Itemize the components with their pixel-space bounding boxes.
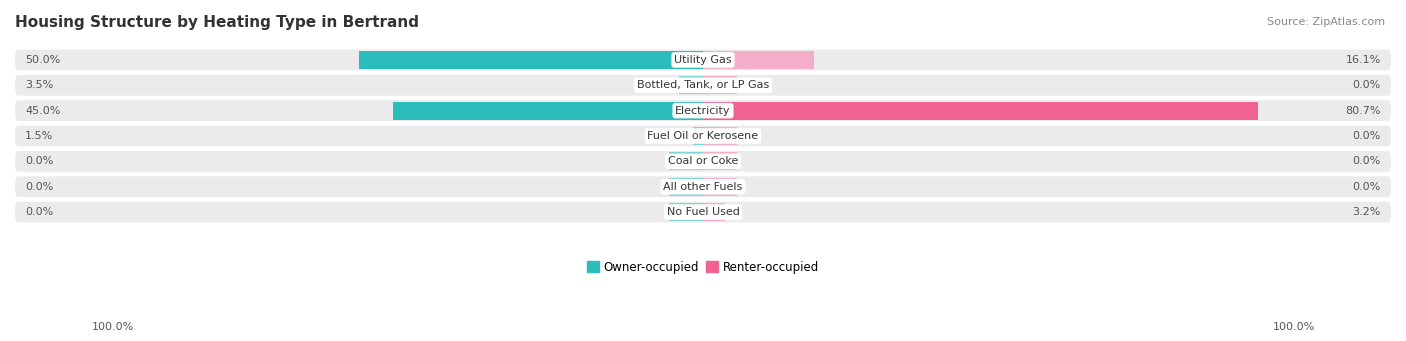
Bar xyxy=(703,152,737,170)
Text: 0.0%: 0.0% xyxy=(25,207,53,217)
Bar xyxy=(394,102,703,120)
Bar xyxy=(703,178,737,196)
FancyBboxPatch shape xyxy=(15,125,1391,146)
Bar xyxy=(693,127,703,145)
FancyBboxPatch shape xyxy=(15,202,1391,222)
Text: 100.0%: 100.0% xyxy=(91,322,134,332)
FancyBboxPatch shape xyxy=(15,100,1391,121)
Text: 1.5%: 1.5% xyxy=(25,131,53,141)
Text: 80.7%: 80.7% xyxy=(1346,106,1381,116)
Bar xyxy=(703,102,1258,120)
Text: 0.0%: 0.0% xyxy=(1353,182,1381,192)
Text: 0.0%: 0.0% xyxy=(25,182,53,192)
Text: 50.0%: 50.0% xyxy=(25,55,60,65)
Text: Fuel Oil or Kerosene: Fuel Oil or Kerosene xyxy=(647,131,759,141)
Bar xyxy=(703,76,737,94)
FancyBboxPatch shape xyxy=(15,151,1391,172)
FancyBboxPatch shape xyxy=(15,49,1391,70)
Bar xyxy=(359,51,703,69)
Text: 0.0%: 0.0% xyxy=(1353,157,1381,166)
Text: 16.1%: 16.1% xyxy=(1346,55,1381,65)
Bar xyxy=(679,76,703,94)
Bar xyxy=(669,178,703,196)
Text: Housing Structure by Heating Type in Bertrand: Housing Structure by Heating Type in Ber… xyxy=(15,15,419,30)
Text: No Fuel Used: No Fuel Used xyxy=(666,207,740,217)
Legend: Owner-occupied, Renter-occupied: Owner-occupied, Renter-occupied xyxy=(582,256,824,279)
Bar xyxy=(669,203,703,221)
Text: Source: ZipAtlas.com: Source: ZipAtlas.com xyxy=(1267,17,1385,27)
Bar xyxy=(703,127,737,145)
Text: 3.5%: 3.5% xyxy=(25,80,53,90)
Bar xyxy=(703,203,725,221)
Text: Bottled, Tank, or LP Gas: Bottled, Tank, or LP Gas xyxy=(637,80,769,90)
Text: All other Fuels: All other Fuels xyxy=(664,182,742,192)
Text: Electricity: Electricity xyxy=(675,106,731,116)
Text: 100.0%: 100.0% xyxy=(1272,322,1315,332)
Text: 3.2%: 3.2% xyxy=(1353,207,1381,217)
FancyBboxPatch shape xyxy=(15,75,1391,96)
Bar xyxy=(669,152,703,170)
Bar xyxy=(703,51,814,69)
Text: 0.0%: 0.0% xyxy=(1353,80,1381,90)
FancyBboxPatch shape xyxy=(15,176,1391,197)
Text: Coal or Coke: Coal or Coke xyxy=(668,157,738,166)
Text: Utility Gas: Utility Gas xyxy=(675,55,731,65)
Text: 0.0%: 0.0% xyxy=(1353,131,1381,141)
Text: 0.0%: 0.0% xyxy=(25,157,53,166)
Text: 45.0%: 45.0% xyxy=(25,106,60,116)
